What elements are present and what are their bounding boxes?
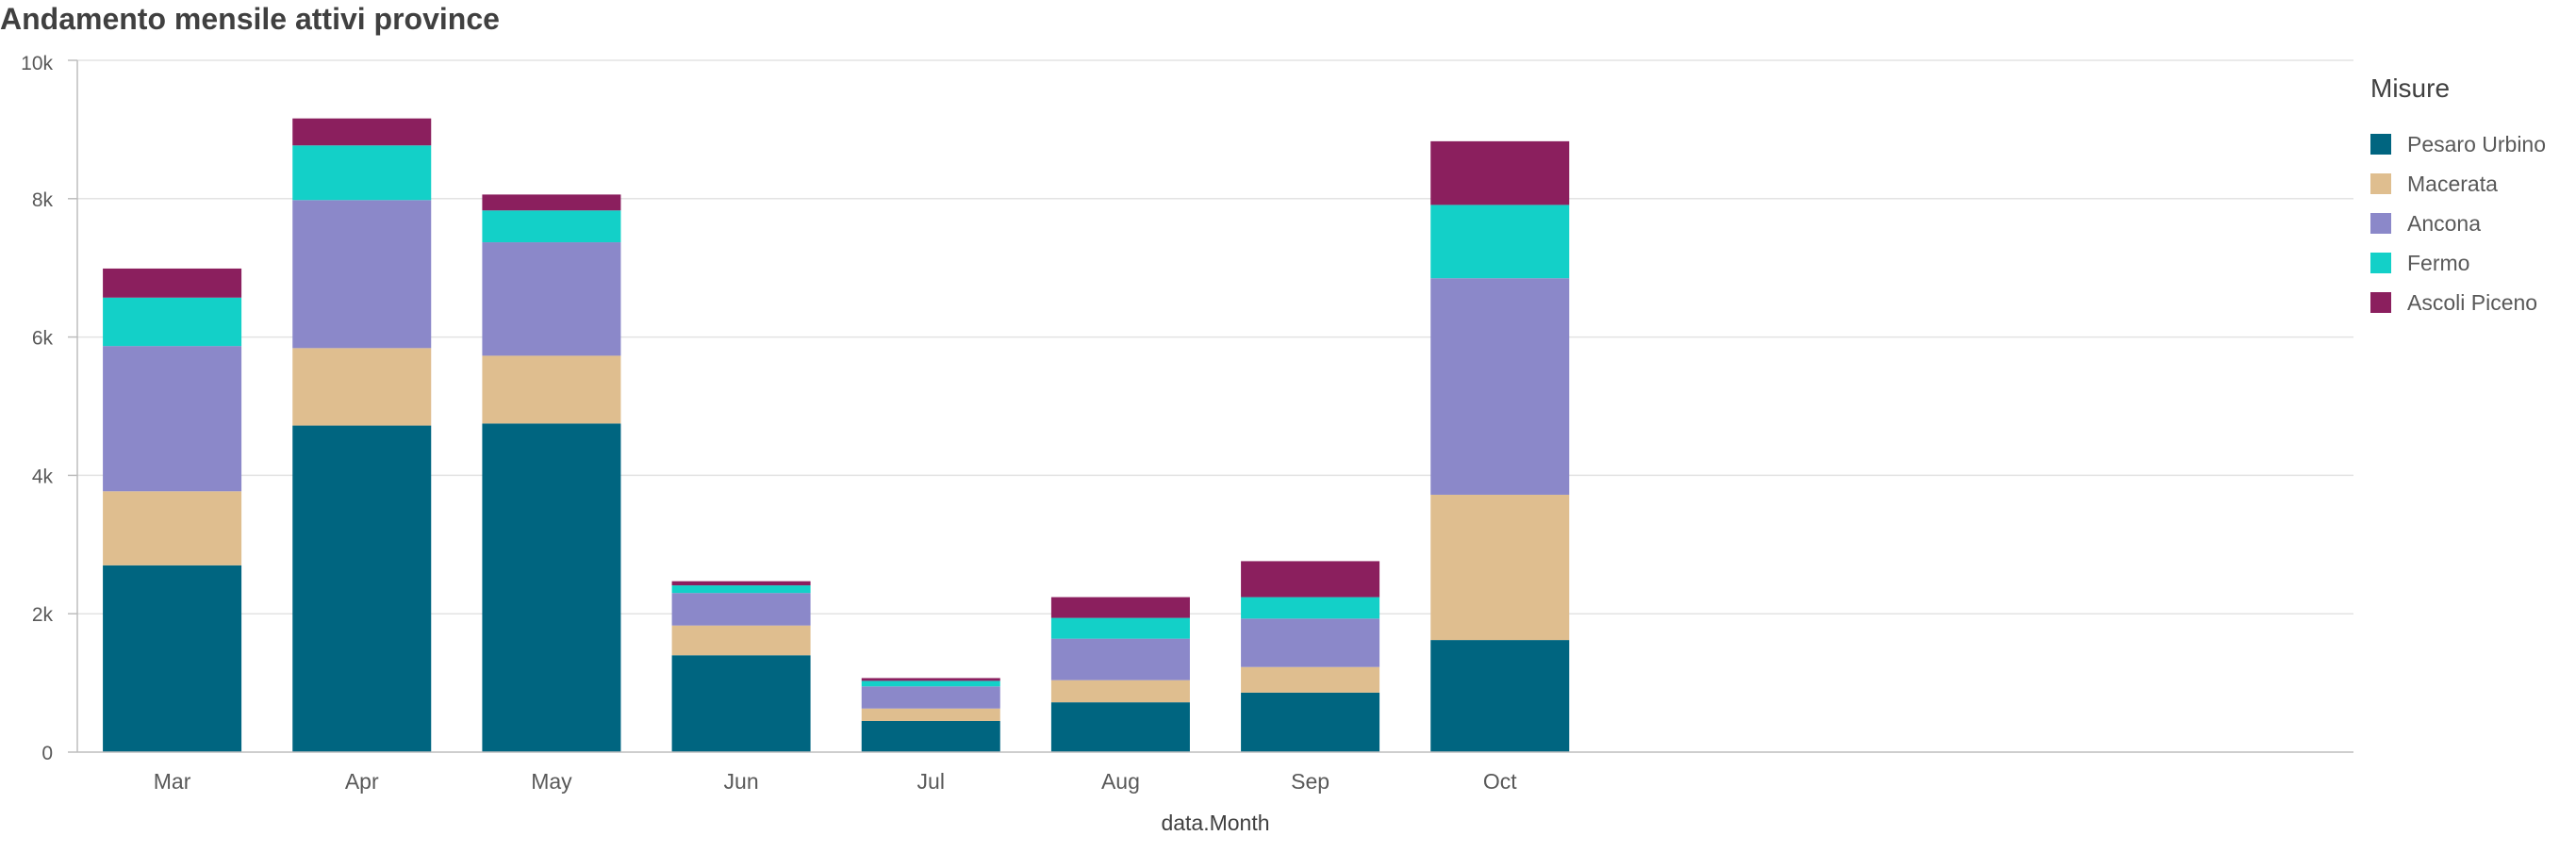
bar-segment[interactable]: [1430, 494, 1570, 641]
bar-segment[interactable]: [1050, 638, 1190, 680]
bar-segment[interactable]: [861, 708, 1000, 721]
legend-swatch: [2370, 292, 2391, 313]
y-tick-label: 4k: [32, 466, 54, 487]
legend-item[interactable]: Macerata: [2370, 164, 2546, 204]
bar-segment[interactable]: [1430, 640, 1570, 752]
bar-segment[interactable]: [482, 423, 621, 752]
bar-segment[interactable]: [103, 491, 242, 565]
bar-segment[interactable]: [1050, 680, 1190, 703]
grid-lines: [77, 59, 2353, 614]
bar-segment[interactable]: [1241, 692, 1380, 752]
legend-item[interactable]: Ancona: [2370, 204, 2546, 243]
axis-labels: 0 2k 4k 6k 8k 10k Mar Apr May Jun Jul Aug Sep Oct data…: [21, 53, 1517, 835]
bar-segment[interactable]: [292, 348, 432, 426]
bar-segment[interactable]: [482, 242, 621, 356]
bar-segment[interactable]: [1241, 561, 1380, 598]
legend-item[interactable]: Ascoli Piceno: [2370, 283, 2546, 322]
bar-segment[interactable]: [1050, 702, 1190, 752]
legend-label: Fermo: [2407, 250, 2470, 275]
x-tick-label: Jul: [917, 769, 945, 794]
bar-segment[interactable]: [1430, 278, 1570, 495]
bar-segment[interactable]: [861, 686, 1000, 709]
legend-swatch: [2370, 173, 2391, 194]
bar-segment[interactable]: [1241, 618, 1380, 667]
bars: [103, 118, 1570, 752]
bar-segment[interactable]: [103, 268, 242, 298]
bar-segment[interactable]: [482, 355, 621, 424]
legend-label: Pesaro Urbino: [2407, 131, 2547, 156]
x-tick-label: Apr: [345, 769, 379, 794]
bar-segment[interactable]: [103, 297, 242, 347]
x-tick-label: Mar: [154, 769, 191, 794]
x-tick-label: May: [531, 769, 572, 794]
bar-segment[interactable]: [103, 346, 242, 492]
bar-segment[interactable]: [292, 425, 432, 752]
legend-swatch: [2370, 134, 2391, 155]
x-tick-label: Aug: [1101, 769, 1140, 794]
legend-swatch: [2370, 253, 2391, 273]
bar-segment[interactable]: [1050, 597, 1190, 618]
bar-segment[interactable]: [1241, 666, 1380, 693]
x-tick-label: Sep: [1291, 769, 1329, 794]
chart-title: Andamento mensile attivi province: [0, 2, 500, 36]
legend-item[interactable]: Fermo: [2370, 243, 2546, 283]
legend: Misure Pesaro Urbino Macerata Ancona Fermo A…: [2370, 74, 2546, 322]
legend-swatch: [2370, 213, 2391, 234]
bar-segment[interactable]: [671, 655, 811, 752]
bar-segment[interactable]: [1430, 205, 1570, 279]
bar-segment[interactable]: [292, 118, 432, 146]
bar-segment[interactable]: [1430, 140, 1570, 205]
bar-segment[interactable]: [292, 145, 432, 201]
legend-title: Misure: [2370, 74, 2451, 103]
legend-item[interactable]: Pesaro Urbino: [2370, 124, 2546, 164]
y-tick-label: 2k: [32, 604, 54, 626]
bar-segment[interactable]: [292, 200, 432, 349]
bar-segment[interactable]: [671, 585, 811, 594]
legend-label: Ancona: [2407, 210, 2482, 236]
x-tick-label: Jun: [724, 769, 759, 794]
bar-segment[interactable]: [861, 680, 1000, 687]
bar-segment[interactable]: [103, 565, 242, 752]
bar-segment[interactable]: [1050, 617, 1190, 639]
y-tick-label: 10k: [21, 53, 53, 74]
bar-segment[interactable]: [671, 625, 811, 656]
x-tick-label: Oct: [1483, 769, 1517, 794]
axes: [68, 59, 2353, 753]
bar-segment[interactable]: [671, 581, 811, 586]
legend-label: Ascoli Piceno: [2407, 289, 2538, 315]
bar-segment[interactable]: [671, 593, 811, 626]
legend-label: Macerata: [2407, 171, 2498, 196]
bar-segment[interactable]: [482, 194, 621, 211]
bar-segment[interactable]: [1241, 597, 1380, 619]
bar-segment[interactable]: [482, 210, 621, 243]
bar-segment[interactable]: [861, 678, 1000, 681]
y-tick-label: 0: [41, 743, 53, 764]
legend-items: Pesaro Urbino Macerata Ancona Fermo Ascoli P…: [2370, 124, 2546, 322]
x-axis-title: data.Month: [1161, 811, 1269, 835]
y-tick-label: 6k: [32, 328, 54, 350]
bar-segment[interactable]: [861, 720, 1000, 752]
y-tick-label: 8k: [32, 189, 54, 211]
